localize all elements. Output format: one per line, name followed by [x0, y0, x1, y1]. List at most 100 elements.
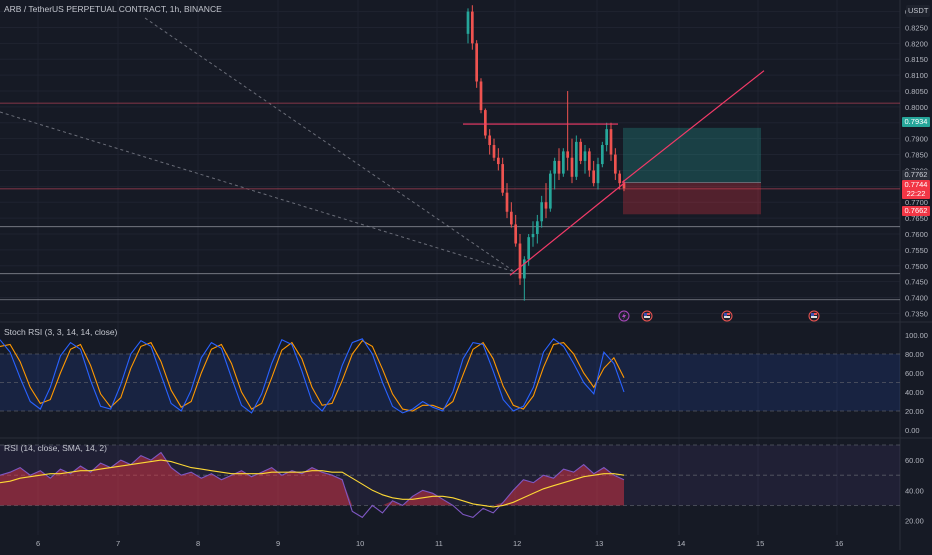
flag-us-icon [808, 310, 820, 322]
profit-zone [623, 127, 761, 183]
candle-body [488, 135, 492, 146]
lightning-icon [618, 310, 630, 322]
countdown-tag: 22:22 [902, 189, 930, 199]
candle-body [583, 151, 587, 161]
rsi-oversold-fill [0, 452, 624, 506]
candle-body [475, 43, 479, 82]
candle-body [566, 151, 570, 158]
candle-body [600, 145, 604, 165]
candle-body [609, 129, 613, 155]
candle-body [579, 141, 583, 161]
stoch-tick-label: 20.00 [905, 407, 924, 416]
time-tick-label: 8 [196, 539, 200, 548]
time-tick-label: 9 [276, 539, 280, 548]
time-tick-label: 6 [36, 539, 40, 548]
target-price-tag: 0.7934 [902, 117, 930, 127]
price-tick-label: 0.7500 [905, 262, 928, 271]
time-tick-label: 10 [356, 539, 364, 548]
candle-body [557, 160, 561, 174]
candle-body [505, 192, 509, 212]
candle-body [596, 164, 600, 184]
price-tick-label: 0.7900 [905, 135, 928, 144]
stoch-rsi-pane[interactable] [0, 338, 900, 414]
stoch-tick-label: 60.00 [905, 369, 924, 378]
rsi-tick-label: 60.00 [905, 456, 924, 465]
price-tick-label: 0.8100 [905, 71, 928, 80]
stoch-tick-label: 40.00 [905, 388, 924, 397]
candle-body [540, 202, 544, 222]
candle-body [613, 154, 617, 174]
time-tick-label: 14 [677, 539, 685, 548]
time-tick-label: 16 [835, 539, 843, 548]
candle-body [535, 221, 539, 234]
candle-body [592, 170, 596, 184]
candle-body [531, 233, 535, 238]
candle-body [553, 160, 557, 174]
symbol-title[interactable]: ARB / TetherUS PERPETUAL CONTRACT, 1h, B… [4, 4, 222, 14]
stoch-tick-label: 0.00 [905, 426, 920, 435]
rsi-pane[interactable] [0, 444, 900, 519]
candle-body [522, 259, 526, 279]
candle-body [587, 151, 591, 171]
candle-body [574, 141, 578, 177]
stoch-tick-label: 80.00 [905, 350, 924, 359]
time-tick-label: 15 [756, 539, 764, 548]
candle-body [479, 81, 483, 111]
price-tick-label: 0.8050 [905, 87, 928, 96]
price-tick-label: 0.8250 [905, 23, 928, 32]
candle-body [548, 173, 552, 209]
dotted-trendline [144, 17, 516, 273]
rsi-title[interactable]: RSI (14, close, SMA, 14, 2) [4, 443, 107, 453]
candle-body [470, 11, 474, 44]
current-price-tag: 0.7744 [902, 180, 930, 190]
price-tick-label: 0.8150 [905, 55, 928, 64]
candle-body [527, 237, 531, 260]
price-tick-label: 0.7550 [905, 246, 928, 255]
last-price-tag: 0.7762 [902, 170, 930, 180]
candle-body [518, 243, 522, 279]
rsi-ma-line [0, 459, 625, 508]
candle-body [622, 183, 626, 189]
time-tick-label: 12 [513, 539, 521, 548]
candle-body [509, 211, 513, 225]
time-tick-label: 13 [595, 539, 603, 548]
stop-price-tag: 0.7662 [902, 206, 930, 216]
price-tick-label: 0.7400 [905, 294, 928, 303]
candle-body [496, 157, 500, 165]
rsi-tick-label: 20.00 [905, 516, 924, 525]
candle-body [561, 151, 565, 174]
price-tick-label: 0.7450 [905, 278, 928, 287]
candle-body [544, 202, 548, 209]
stoch-k-line [0, 338, 625, 414]
time-tick-label: 11 [435, 539, 443, 548]
price-tick-label: 0.7350 [905, 309, 928, 318]
projection-line [621, 70, 765, 183]
candle-body [618, 173, 622, 184]
candle-body [492, 145, 496, 158]
price-pane[interactable] [0, 5, 900, 322]
price-tick-label: 0.7850 [905, 151, 928, 160]
candle-body [501, 164, 505, 193]
currency-label[interactable]: USDT [906, 5, 931, 17]
candle-body [483, 110, 487, 136]
price-tick-label: 0.7650 [905, 214, 928, 223]
stoch-rsi-title[interactable]: Stoch RSI (3, 3, 14, 14, close) [4, 327, 118, 337]
candle-body [514, 224, 518, 244]
candle-body [466, 11, 470, 34]
stoch-tick-label: 100.00 [905, 331, 928, 340]
rsi-tick-label: 40.00 [905, 486, 924, 495]
price-tick-label: 0.8200 [905, 39, 928, 48]
time-tick-label: 7 [116, 539, 120, 548]
ascending-trendline [509, 182, 626, 276]
candle-body [570, 157, 574, 177]
rsi-line [0, 451, 625, 519]
price-tick-label: 0.7600 [905, 230, 928, 239]
flag-us-icon [641, 310, 653, 322]
loss-zone [623, 182, 761, 215]
flag-us-icon [721, 310, 733, 322]
price-tick-label: 0.7700 [905, 198, 928, 207]
